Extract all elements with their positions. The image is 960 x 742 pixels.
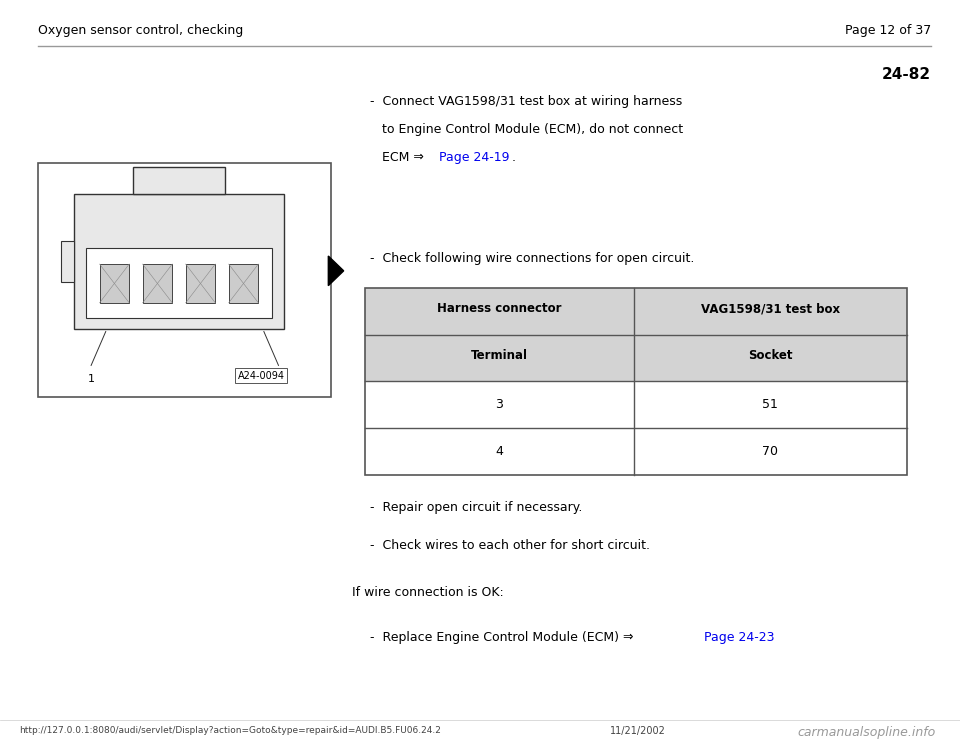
Text: http://127.0.0.1:8080/audi/servlet/Display?action=Goto&type=repair&id=AUDI.B5.FU: http://127.0.0.1:8080/audi/servlet/Displ… [19,726,441,735]
Bar [228,264,258,303]
Text: 11/21/2002: 11/21/2002 [610,726,665,735]
Text: 4: 4 [275,373,282,384]
Text: Terminal: Terminal [470,349,528,362]
Text: to Engine Control Module (ECM), do not connect: to Engine Control Module (ECM), do not c… [370,123,683,137]
Text: 24-82: 24-82 [882,67,931,82]
Text: -  Check wires to each other for short circuit.: - Check wires to each other for short ci… [370,539,650,553]
Text: A24-0094: A24-0094 [237,371,284,381]
Bar [185,264,215,303]
Bar [365,381,907,428]
Text: Socket: Socket [748,349,793,362]
Text: -  Repair open circuit if necessary.: - Repair open circuit if necessary. [370,501,582,514]
Text: -  Check following wire connections for open circuit.: - Check following wire connections for o… [370,252,694,266]
Text: Page 24-19: Page 24-19 [439,151,509,165]
Text: carmanualsopline.info: carmanualsopline.info [798,726,936,739]
Bar [365,288,907,335]
Text: Page 24-23: Page 24-23 [704,631,774,644]
Bar [143,264,172,303]
Bar [38,163,331,397]
Text: Oxygen sensor control, checking: Oxygen sensor control, checking [38,24,244,38]
Text: -  Replace Engine Control Module (ECM) ⇒: - Replace Engine Control Module (ECM) ⇒ [370,631,637,644]
Text: If wire connection is OK:: If wire connection is OK: [352,586,504,600]
Text: -  Connect VAG1598/31 test box at wiring harness: - Connect VAG1598/31 test box at wiring … [370,95,682,108]
Bar [74,194,284,329]
Text: ECM ⇒: ECM ⇒ [370,151,427,165]
Text: 3: 3 [495,398,503,411]
Bar [100,264,130,303]
Bar [365,428,907,475]
Text: 4: 4 [495,445,503,458]
Text: Page 12 of 37: Page 12 of 37 [845,24,931,38]
Text: 51: 51 [762,398,779,411]
Bar [132,166,226,194]
Text: 70: 70 [762,445,779,458]
Bar [60,241,74,282]
Bar [86,248,272,318]
Polygon shape [328,256,344,286]
Text: 1: 1 [87,373,95,384]
Text: .: . [508,151,516,165]
Text: VAG1598/31 test box: VAG1598/31 test box [701,303,840,315]
Text: Harness connector: Harness connector [437,303,562,315]
Bar [365,335,907,381]
Bar [365,288,907,475]
